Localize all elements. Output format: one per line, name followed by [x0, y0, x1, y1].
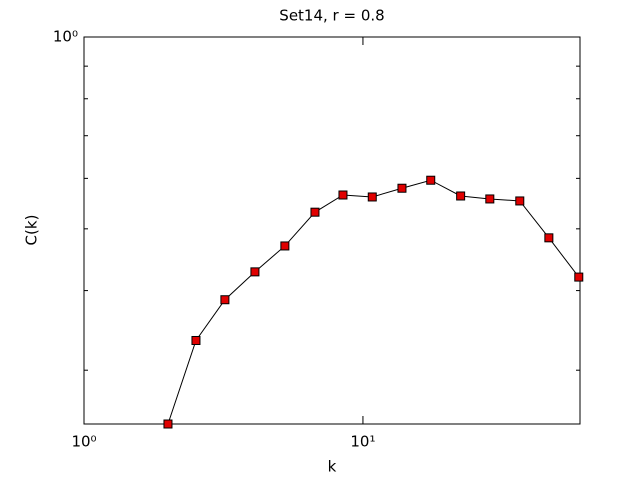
- chart-title: Set14, r = 0.8: [279, 7, 384, 25]
- marker: [191, 335, 201, 345]
- marker: [456, 191, 466, 201]
- marker: [367, 192, 377, 202]
- x-tick-label: 10¹: [350, 433, 375, 451]
- marker: [574, 272, 584, 282]
- marker: [426, 175, 436, 185]
- marker: [397, 183, 407, 193]
- y-axis-label: C(k): [23, 215, 41, 246]
- y-tick-label: 10⁰: [53, 28, 78, 46]
- plot-area: [83, 36, 581, 425]
- marker: [544, 233, 554, 243]
- marker: [310, 207, 320, 217]
- marker: [163, 419, 173, 429]
- marker: [250, 267, 260, 277]
- marker: [485, 194, 495, 204]
- x-axis-label: k: [328, 458, 337, 476]
- marker: [515, 196, 525, 206]
- marker: [280, 241, 290, 251]
- marker: [338, 190, 348, 200]
- x-tick-label: 10⁰: [71, 433, 96, 451]
- marker: [220, 295, 230, 305]
